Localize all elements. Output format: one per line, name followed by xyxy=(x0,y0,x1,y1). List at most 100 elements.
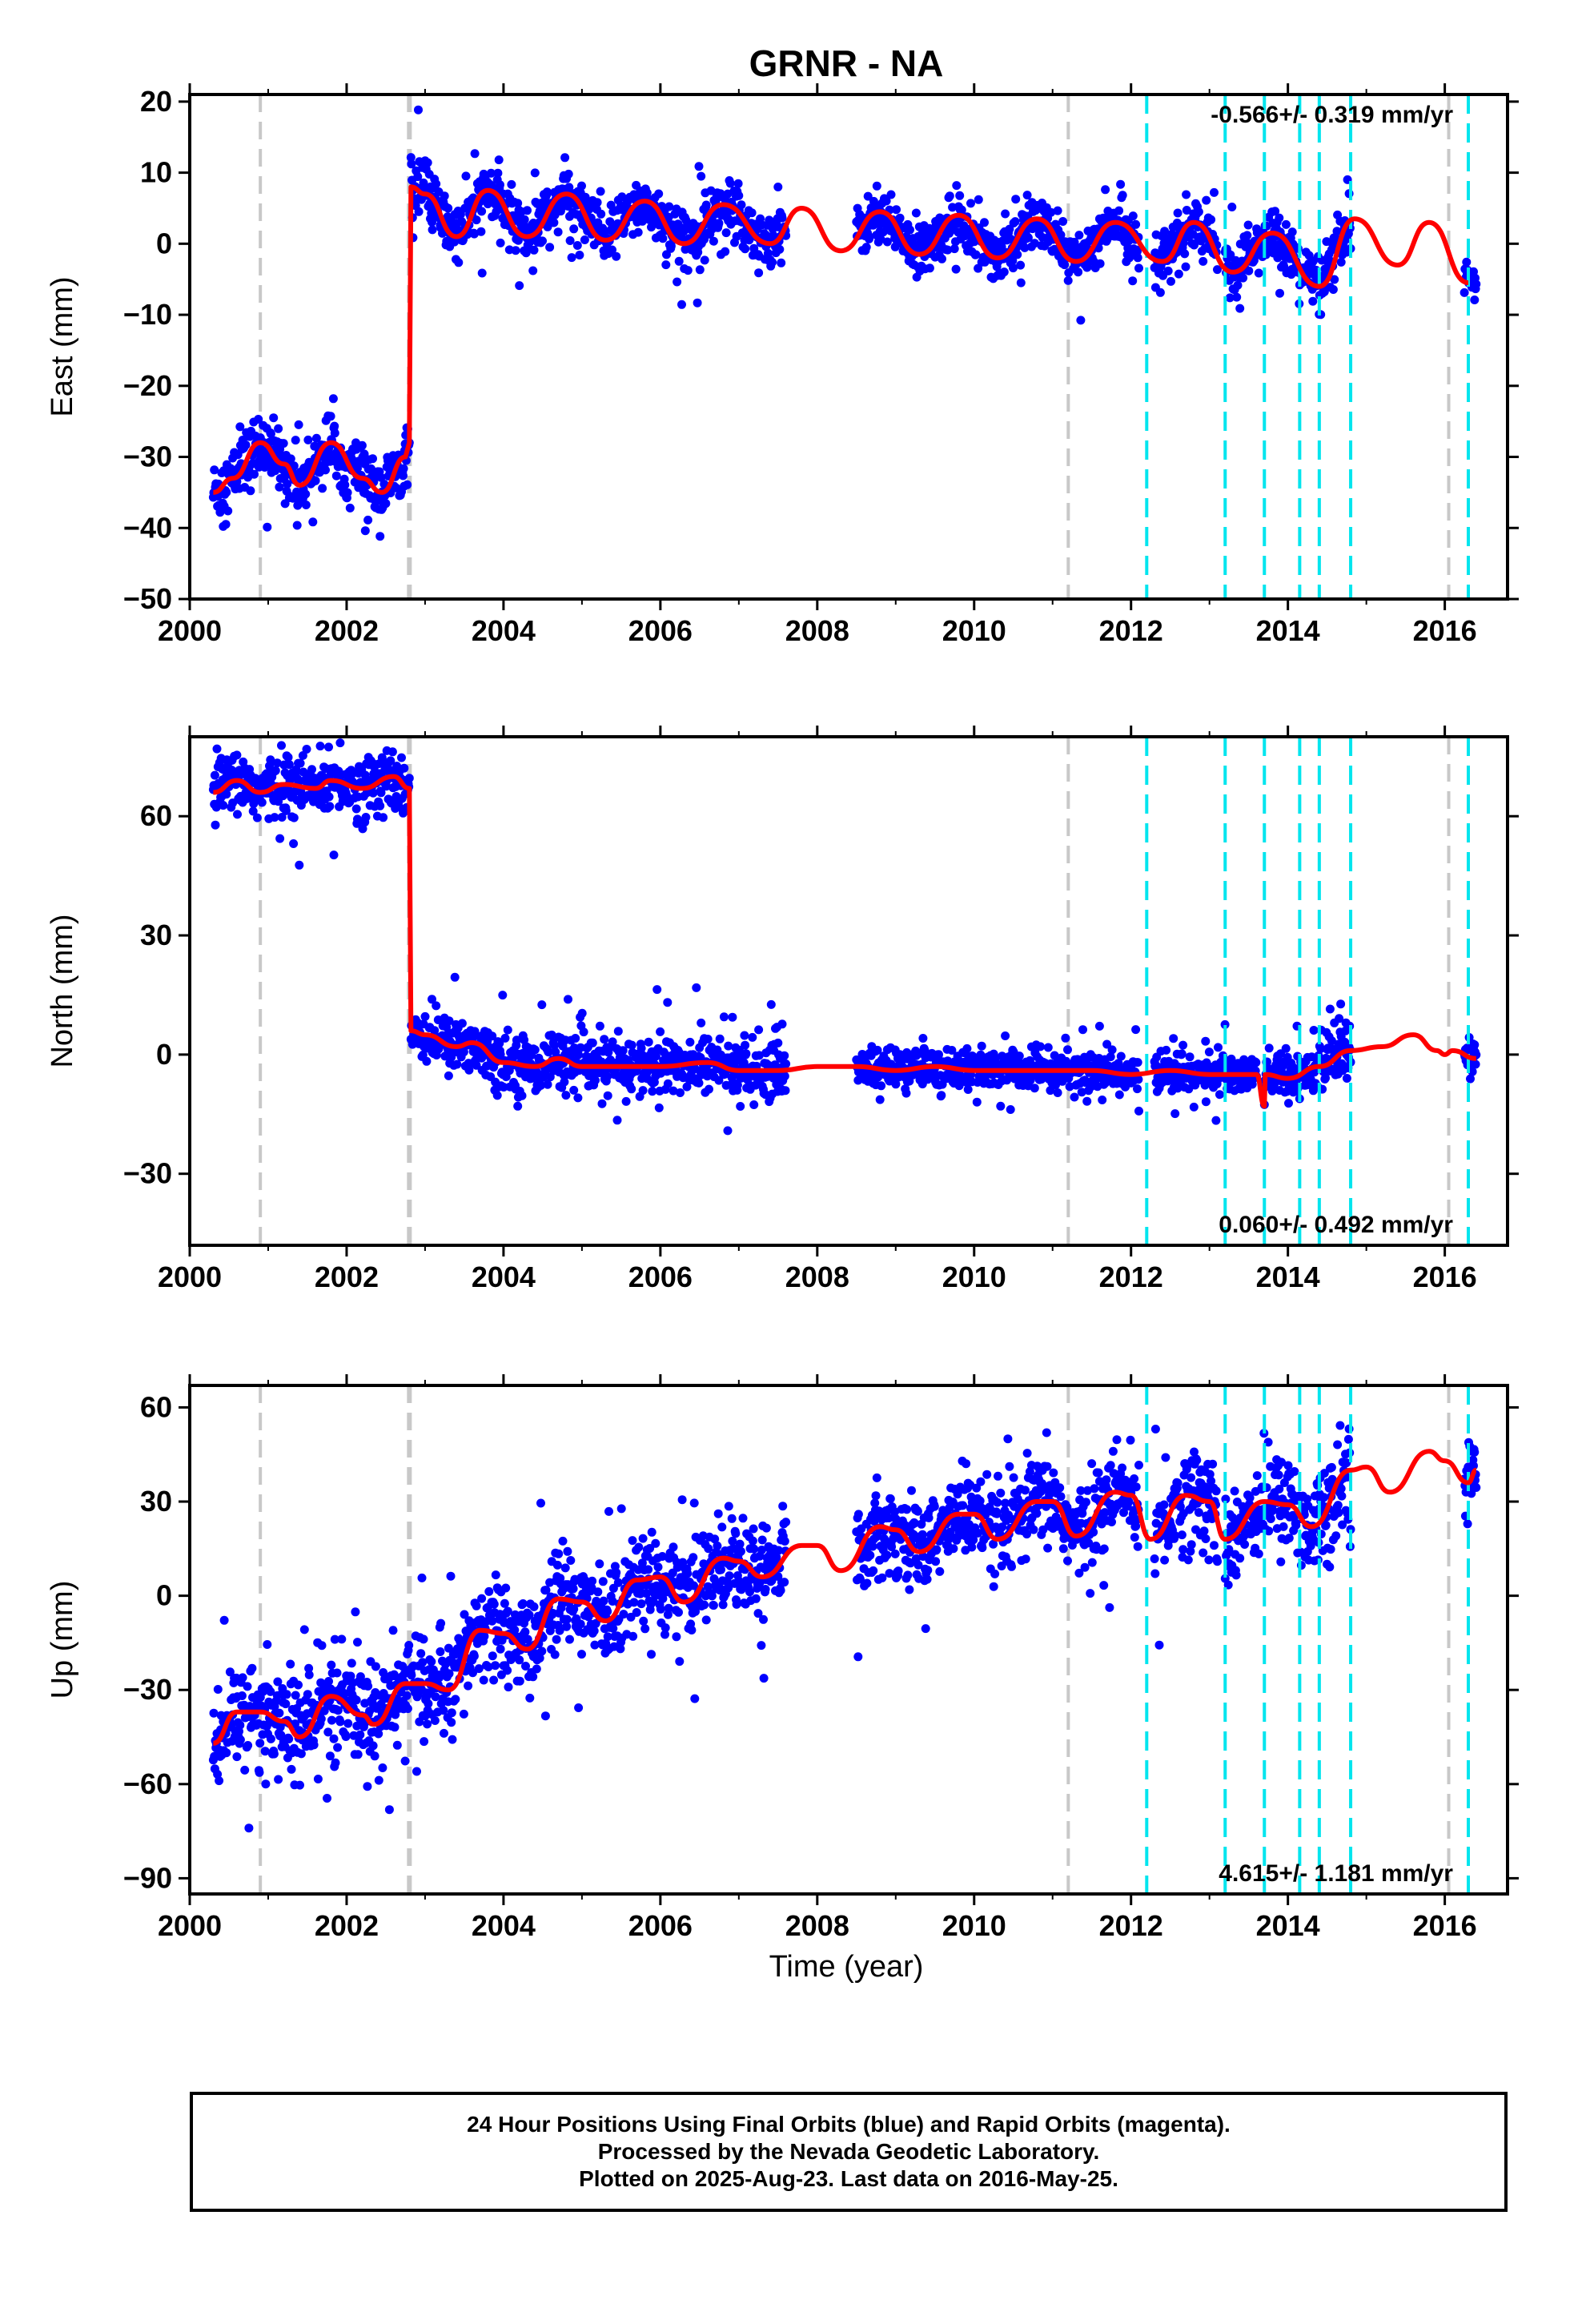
data-point xyxy=(291,1691,300,1700)
data-point xyxy=(1162,1045,1171,1055)
data-point xyxy=(593,1587,603,1597)
data-point xyxy=(289,813,299,822)
data-point xyxy=(422,1056,432,1066)
data-point xyxy=(733,179,743,188)
data-point xyxy=(452,1059,462,1069)
data-point xyxy=(438,228,447,238)
data-point xyxy=(562,1622,572,1631)
data-point xyxy=(237,1691,247,1700)
data-point xyxy=(1016,278,1026,287)
data-point xyxy=(1063,1045,1072,1055)
data-point xyxy=(501,1583,511,1593)
data-point xyxy=(215,1776,224,1786)
data-point xyxy=(1327,1044,1337,1054)
velocity-label: 0.060+/- 0.492 mm/yr xyxy=(1219,1212,1453,1238)
data-point xyxy=(500,1598,509,1608)
data-point xyxy=(669,1086,678,1096)
y-tick-label: −10 xyxy=(123,298,172,331)
data-point xyxy=(1013,250,1022,259)
x-tick-label: 2012 xyxy=(1099,614,1163,647)
data-point xyxy=(1328,285,1338,294)
data-point xyxy=(469,1651,479,1661)
data-point xyxy=(719,1012,729,1022)
data-point xyxy=(281,806,291,815)
data-point xyxy=(769,231,778,240)
data-point xyxy=(1462,257,1472,267)
data-point xyxy=(573,1093,583,1103)
data-point xyxy=(591,1076,600,1085)
data-point xyxy=(628,1536,637,1546)
x-tick-label: 2014 xyxy=(1256,614,1320,647)
data-point xyxy=(488,1616,497,1626)
data-point xyxy=(368,1741,378,1751)
data-point xyxy=(1074,231,1084,240)
data-point xyxy=(974,195,983,204)
data-point xyxy=(775,244,785,254)
data-point xyxy=(232,1752,242,1762)
data-point xyxy=(221,520,231,529)
data-point xyxy=(937,1091,946,1100)
data-point xyxy=(254,415,263,424)
data-point xyxy=(510,1625,520,1634)
data-point xyxy=(537,1000,547,1010)
data-point xyxy=(329,1734,339,1743)
data-point xyxy=(321,465,330,475)
data-point xyxy=(337,1634,347,1644)
data-point xyxy=(568,1584,578,1594)
y-axis-label: North (mm) xyxy=(46,914,79,1068)
data-point xyxy=(448,1735,457,1744)
data-point xyxy=(324,742,333,752)
data-point xyxy=(558,1536,568,1546)
data-point xyxy=(619,1610,628,1619)
data-point xyxy=(560,1563,570,1573)
data-point xyxy=(346,1671,355,1681)
data-point xyxy=(513,199,523,208)
data-point xyxy=(330,1634,339,1644)
data-point xyxy=(1133,247,1142,256)
data-point xyxy=(460,1610,469,1619)
x-tick-label: 2000 xyxy=(158,1261,222,1293)
data-point xyxy=(464,1065,474,1075)
data-point xyxy=(430,1716,440,1725)
y-tick-label: −50 xyxy=(123,582,172,615)
data-point xyxy=(323,1794,331,1803)
data-point xyxy=(412,1767,421,1776)
data-point xyxy=(569,1085,579,1095)
data-point xyxy=(374,1729,383,1739)
data-point xyxy=(1177,1049,1186,1059)
data-point xyxy=(1178,1040,1188,1050)
data-point xyxy=(1243,220,1253,230)
data-point xyxy=(550,1650,560,1659)
data-point xyxy=(391,1710,400,1719)
data-point xyxy=(1233,280,1243,290)
panels: 2000 2002 2004 2006 2008 2010 2012 2014 2016−50−… xyxy=(46,83,1519,1942)
data-point xyxy=(530,168,540,178)
data-point xyxy=(577,1008,587,1018)
data-point xyxy=(1321,1073,1330,1083)
data-point xyxy=(215,508,225,517)
data-point xyxy=(549,218,559,227)
data-point xyxy=(780,1051,789,1060)
data-point xyxy=(1114,1090,1124,1100)
data-point xyxy=(276,1731,286,1740)
data-point xyxy=(966,199,975,208)
data-point xyxy=(232,750,242,760)
data-point xyxy=(496,238,505,247)
data-point xyxy=(345,503,355,513)
data-point xyxy=(512,1035,521,1045)
data-point xyxy=(627,1084,636,1094)
data-point xyxy=(621,1096,631,1106)
data-point xyxy=(1189,1102,1199,1112)
data-point xyxy=(212,744,222,754)
data-point xyxy=(957,205,966,215)
data-point xyxy=(768,258,777,267)
data-point xyxy=(1036,1042,1045,1051)
data-point xyxy=(1070,1092,1079,1102)
y-tick-label: −30 xyxy=(123,440,172,473)
data-point xyxy=(714,1076,724,1085)
data-point xyxy=(295,1780,304,1790)
data-point xyxy=(1235,304,1245,313)
data-point xyxy=(714,219,724,228)
data-point xyxy=(1460,287,1469,297)
data-point xyxy=(491,1661,500,1671)
